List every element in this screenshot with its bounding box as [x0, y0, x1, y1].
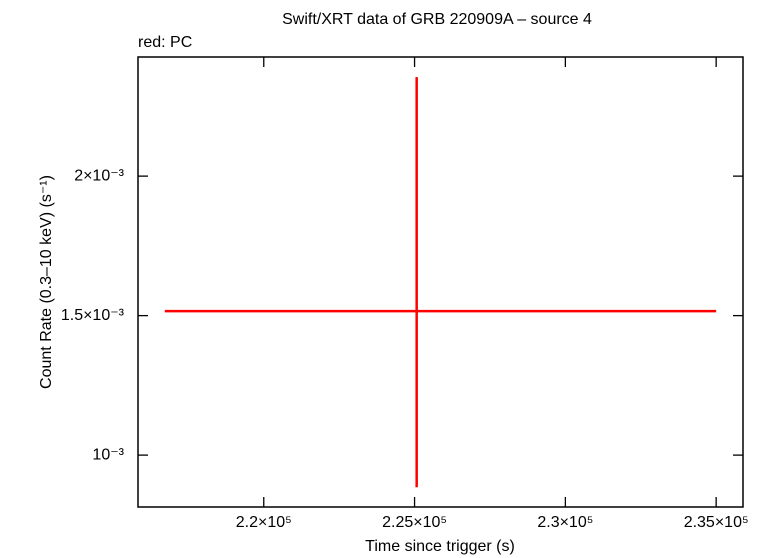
chart-subtitle: red: PC: [138, 34, 192, 51]
y-axis-label: Count Rate (0.3–10 keV) (s⁻¹): [38, 175, 55, 389]
x-tick-label: 2.3×10⁵: [537, 514, 593, 531]
x-axis-label: Time since trigger (s): [365, 538, 515, 555]
x-tick-label: 2.2×10⁵: [236, 514, 292, 531]
chart-title: Swift/XRT data of GRB 220909A – source 4: [282, 11, 592, 28]
y-tick-label: 1.5×10⁻³: [61, 307, 125, 324]
plot-frame: [137, 56, 744, 508]
y-tick-label: 10⁻³: [92, 446, 124, 463]
x-tick-label: 2.35×10⁵: [684, 514, 749, 531]
x-tick-label: 2.25×10⁵: [382, 514, 447, 531]
y-tick-label: 2×10⁻³: [74, 167, 124, 184]
